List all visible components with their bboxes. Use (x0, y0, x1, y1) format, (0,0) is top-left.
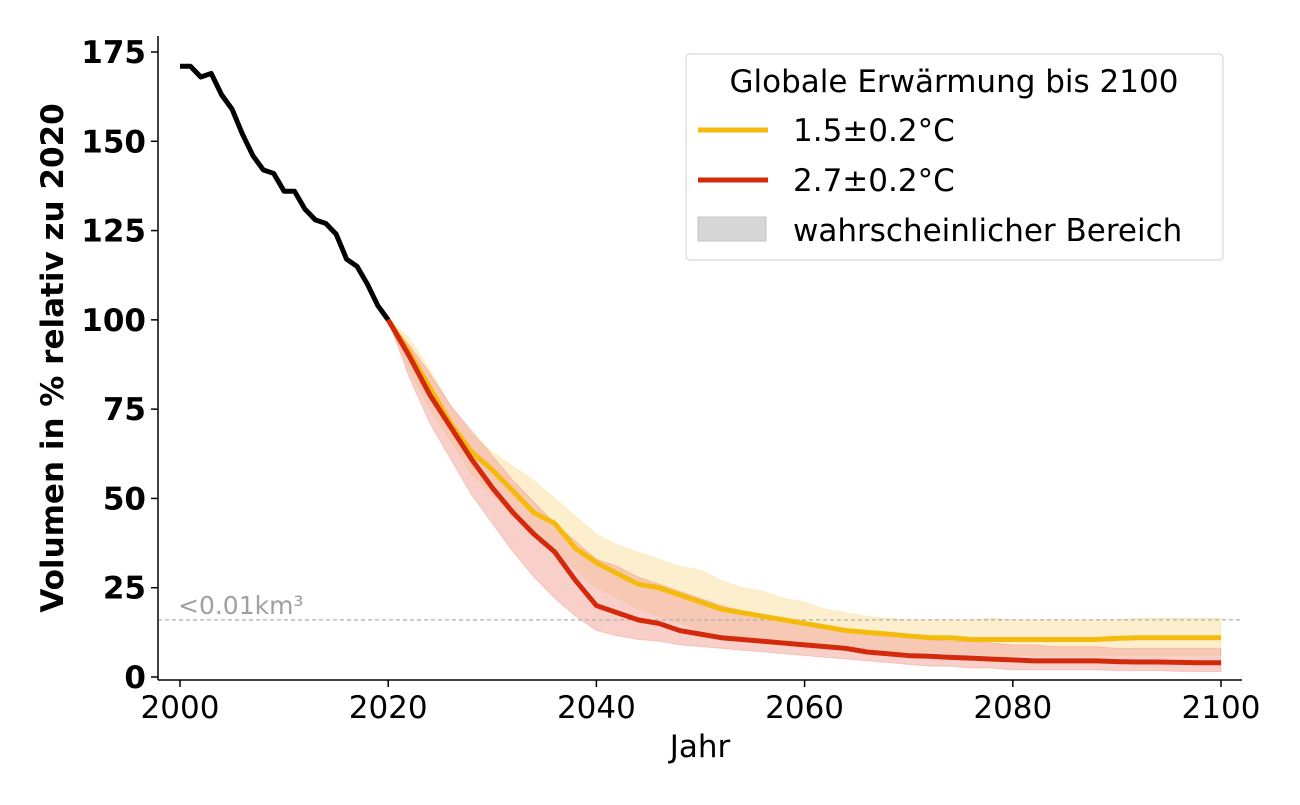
legend-label-1-5: 1.5±0.2°C (793, 113, 955, 149)
threshold-label: <0.01km³ (178, 591, 303, 620)
axis-ticks: 0 25 50 75 100 125 150 175 2000 2020 2040 2060 2080 2… (81, 35, 1260, 726)
x-tick-label-2000: 2000 (141, 690, 220, 726)
threshold-annotation: <0.01km³ (158, 591, 1242, 621)
axes (157, 36, 1242, 681)
x-tick-label-2040: 2040 (557, 690, 636, 726)
y-tick-label-100: 100 (81, 303, 146, 339)
legend-swatch-range (697, 216, 767, 242)
y-tick-label-0: 0 (124, 660, 146, 696)
legend-label-range: wahrscheinlicher Bereich (793, 213, 1182, 249)
y-tick-label-25: 25 (103, 571, 146, 607)
series-line-0 (180, 63, 391, 322)
x-tick-label-2080: 2080 (973, 690, 1052, 726)
x-tick-label-2060: 2060 (765, 690, 844, 726)
uncertainty-bands (387, 319, 1222, 673)
x-tick-label-2020: 2020 (349, 690, 428, 726)
y-tick-label-75: 75 (103, 392, 146, 428)
legend-title: Globale Erwärmung bis 2100 (730, 64, 1179, 100)
legend-label-2-7: 2.7±0.2°C (793, 163, 955, 199)
series-line-2 (386, 318, 1221, 666)
legend-frame (685, 53, 1224, 261)
series-lines (180, 63, 1221, 666)
legend: Globale Erwärmung bis 2100 1.5±0.2°C 2.7… (685, 53, 1224, 261)
y-axis-title: Volumen in % relativ zu 2020 (35, 103, 71, 612)
range-band-2 (387, 319, 1222, 673)
x-axis-title: Jahr (668, 729, 731, 765)
x-tick-label-2100: 2100 (1182, 690, 1261, 726)
y-tick-label-50: 50 (103, 481, 146, 517)
y-tick-label-125: 125 (81, 214, 146, 250)
y-tick-label-175: 175 (81, 35, 146, 71)
series-line-1 (386, 318, 1221, 642)
y-tick-label-150: 150 (81, 124, 146, 160)
